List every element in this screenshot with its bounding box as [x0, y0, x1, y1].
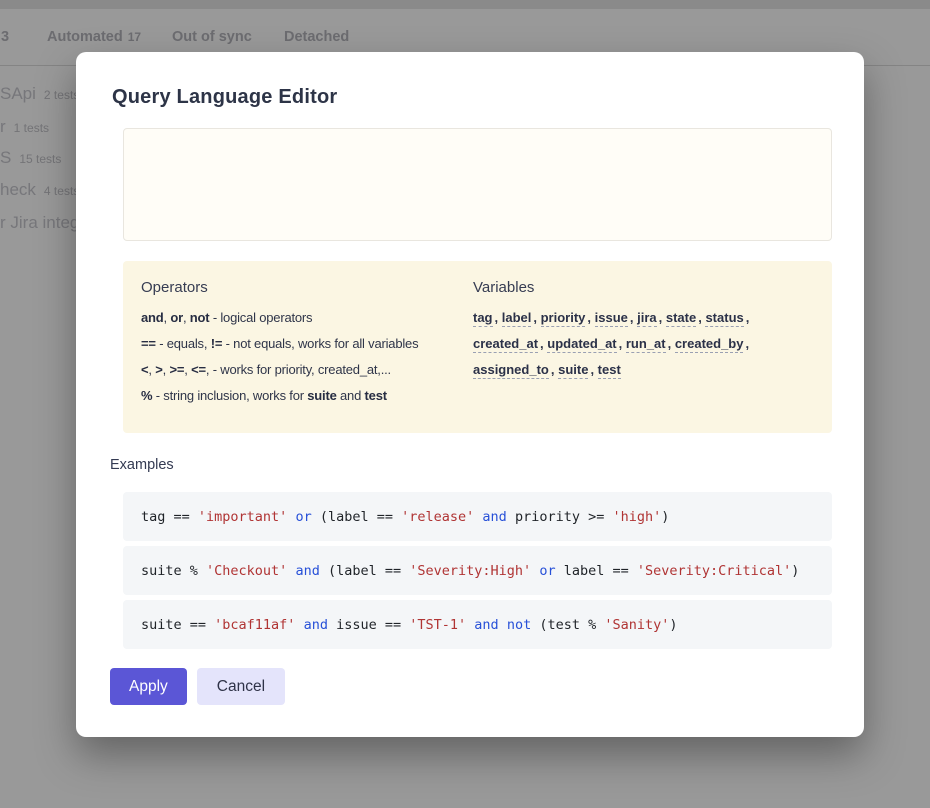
cancel-button[interactable]: Cancel — [196, 668, 286, 705]
suite-list-item[interactable]: heck 4 tests — [0, 180, 79, 200]
variable-updated_at[interactable]: updated_at — [547, 336, 617, 353]
variable-suite[interactable]: suite — [558, 362, 589, 379]
dialog-actions: Apply Cancel — [110, 668, 286, 705]
tab-truncated-count[interactable]: 3 — [1, 29, 9, 45]
example-query-2: suite % 'Checkout' and (label == 'Severi… — [123, 546, 832, 595]
variable-priority[interactable]: priority — [540, 310, 586, 327]
tab-count: 17 — [127, 30, 142, 44]
suite-list-item[interactable]: SApi 2 tests — [0, 84, 79, 104]
variable-run_at[interactable]: run_at — [625, 336, 666, 353]
query-language-editor-dialog: Query Language Editor Operators and, or,… — [76, 52, 864, 737]
variable-jira[interactable]: jira — [637, 310, 657, 327]
tab-out-of-sync[interactable]: Out of sync — [172, 29, 252, 45]
example-query-3: suite == 'bcaf11af' and issue == 'TST-1'… — [123, 600, 832, 649]
suite-test-count: 1 tests — [13, 121, 50, 135]
suite-name: SApi — [0, 84, 36, 103]
query-input[interactable] — [123, 128, 832, 241]
variable-created_at[interactable]: created_at — [473, 336, 539, 353]
operator-description: % - string inclusion, works for suite an… — [141, 388, 387, 403]
tab-label: Detached — [284, 29, 350, 45]
variable-label[interactable]: label — [501, 310, 532, 327]
suite-name: r — [0, 117, 6, 136]
dialog-title: Query Language Editor — [112, 86, 338, 108]
apply-button[interactable]: Apply — [110, 668, 187, 705]
suite-test-count: 4 tests — [43, 184, 80, 198]
examples-heading: Examples — [110, 457, 174, 473]
example-code: suite == 'bcaf11af' and issue == 'TST-1'… — [141, 616, 678, 633]
operator-description: <, >, >=, <=, - works for priority, crea… — [141, 362, 391, 377]
tab-detached[interactable]: Detached — [284, 29, 349, 45]
suite-list-item[interactable]: S 15 tests — [0, 148, 61, 168]
tab-automated[interactable]: Automated 17 — [47, 29, 141, 45]
variables-line: tag, label, priority, issue, jira, state… — [473, 310, 750, 327]
operator-description: == - equals, != - not equals, works for … — [141, 336, 419, 351]
suite-name: S — [0, 148, 12, 167]
variable-assigned_to[interactable]: assigned_to — [473, 362, 549, 379]
operators-section: Operators and, or, not - logical operato… — [141, 279, 473, 409]
tab-label: 3 — [1, 29, 10, 45]
variable-issue[interactable]: issue — [594, 310, 628, 327]
suite-list-item[interactable]: r 1 tests — [0, 117, 49, 137]
operator-description: and, or, not - logical operators — [141, 310, 313, 325]
variables-heading: Variables — [473, 279, 535, 296]
example-query-1: tag == 'important' or (label == 'release… — [123, 492, 832, 541]
variables-list: tag, label, priority, issue, jira, state… — [473, 305, 814, 383]
example-code: suite % 'Checkout' and (label == 'Severi… — [141, 562, 800, 579]
suite-name: r Jira integr — [0, 213, 86, 232]
suite-name: heck — [0, 180, 36, 199]
tab-label: Automated — [47, 29, 123, 45]
variable-created_by[interactable]: created_by — [674, 336, 744, 353]
help-panel: Operators and, or, not - logical operato… — [123, 261, 832, 433]
suite-list-item[interactable]: r Jira integr — [0, 213, 85, 233]
variable-state[interactable]: state — [665, 310, 697, 327]
example-code: tag == 'important' or (label == 'release… — [141, 508, 670, 525]
top-header-strip — [0, 0, 930, 9]
variable-status[interactable]: status — [705, 310, 744, 327]
suite-test-count: 15 tests — [19, 152, 62, 166]
variables-section: Variables tag, label, priority, issue, j… — [473, 279, 814, 383]
variables-line: created_at, updated_at, run_at, created_… — [473, 336, 750, 353]
tab-label: Out of sync — [172, 29, 252, 45]
variable-test[interactable]: test — [597, 362, 621, 379]
variable-tag[interactable]: tag — [473, 310, 493, 327]
variables-line: assigned_to, suite, test — [473, 362, 621, 379]
suite-test-count: 2 tests — [43, 88, 80, 102]
operators-heading: Operators — [141, 279, 208, 296]
